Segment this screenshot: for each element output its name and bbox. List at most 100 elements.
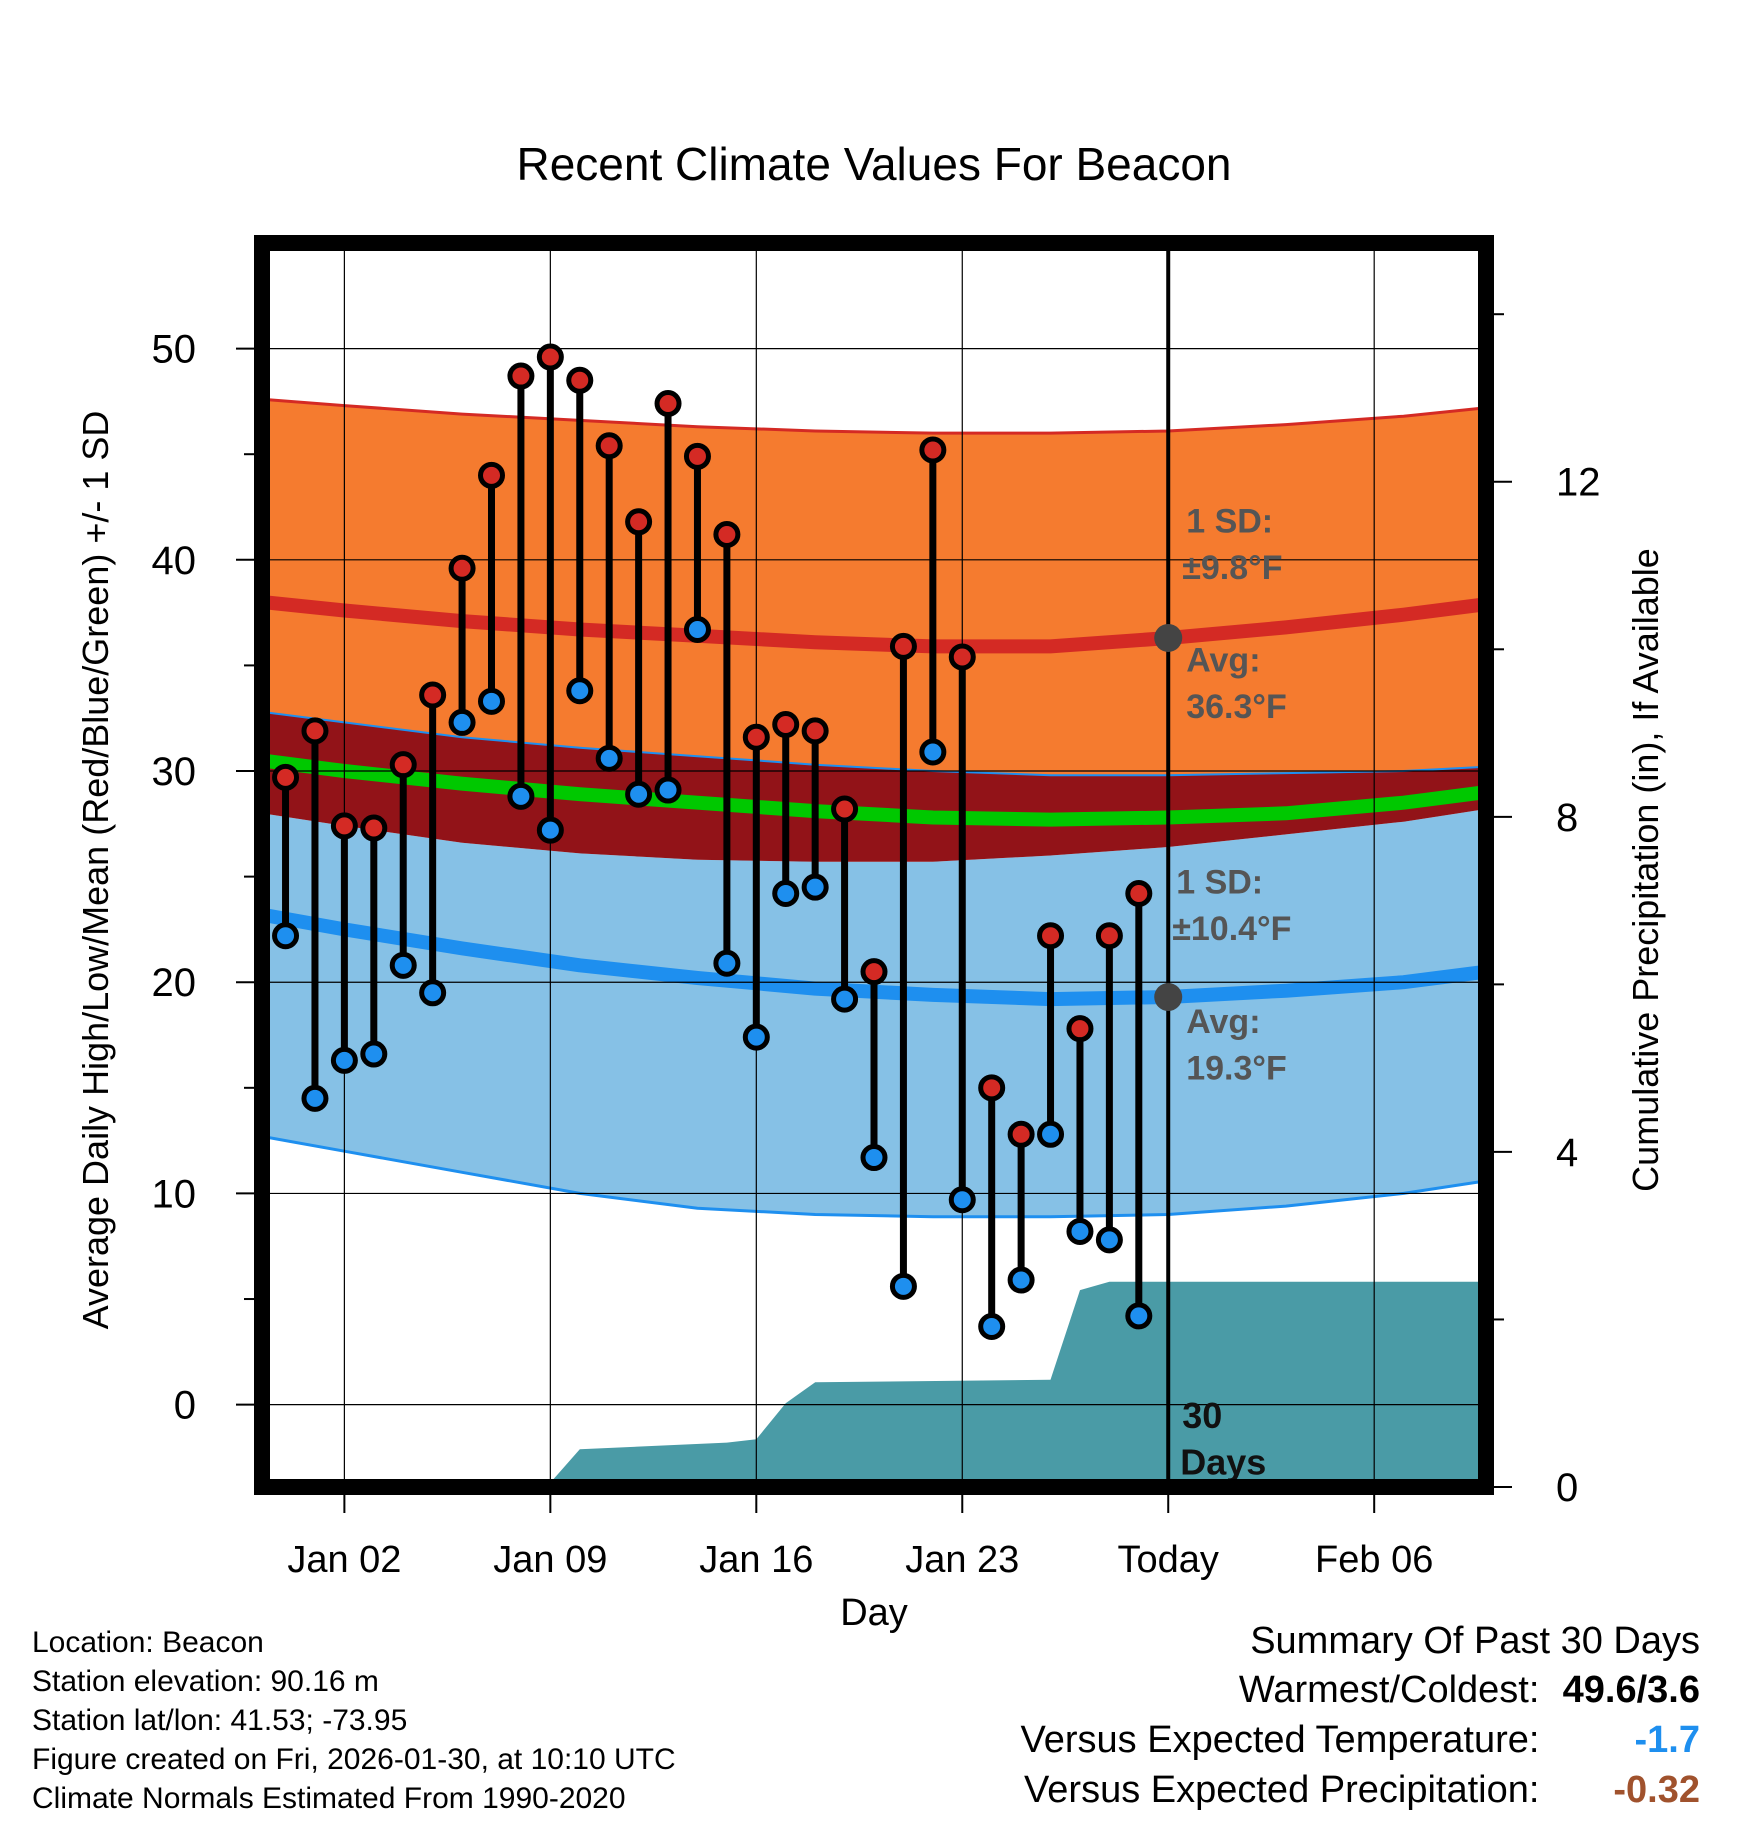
daily-low-point [1125,1302,1153,1330]
daily-low-point [860,1144,888,1172]
daily-high-point [478,461,505,489]
daily-low-point [978,1312,1006,1340]
daily-high-point [919,436,947,464]
daily-high-point [772,711,800,739]
y-tick-label: 50 [152,328,197,372]
high-avg-value: 36.3°F [1186,688,1287,726]
daily-high-point [742,723,770,751]
daily-low-point [889,1272,917,1300]
y-tick-label: 30 [152,750,197,794]
daily-low-point [330,1046,358,1074]
y-tick-label: 0 [174,1384,196,1428]
latlon-text: Station lat/lon: 41.53; -73.95 [32,1704,408,1737]
daily-high-point [448,554,476,582]
daily-high-point [360,814,388,842]
low-avg-marker [1154,983,1183,1012]
daily-low-point [742,1023,770,1051]
y2-axis-label: Cumulative Precipitation (in), If Availa… [1625,548,1666,1192]
daily-low-point [625,780,653,808]
daily-high-point [625,508,653,536]
summary-panel: Summary Of Past 30 Days Warmest/Coldest:… [1021,1620,1700,1819]
low-sd-value: ±10.4°F [1172,910,1291,948]
mean-band [262,711,1486,862]
daily-high-point [1007,1120,1035,1148]
x-tick-label: Today [1118,1539,1219,1581]
y2-tick-label: 4 [1556,1131,1578,1175]
daily-high-point [978,1074,1006,1102]
low-sd-label: 1 SD: [1176,864,1263,902]
y2-tick-label: 8 [1556,796,1578,840]
high-avg-label: Avg: [1186,642,1260,680]
high-avg-line [262,595,1486,654]
daily-high-point [654,390,682,418]
x-tick-label: Jan 02 [287,1539,401,1581]
daily-low-point [566,677,594,705]
elevation-text: Station elevation: 90.16 m [32,1665,379,1698]
temp-label: Versus Expected Temperature: [1020,1719,1540,1761]
daily-low-point [389,951,417,979]
daily-low-point [1066,1217,1094,1245]
daily-high-point [1095,922,1123,950]
warmest-label: Warmest/Coldest: [1238,1669,1540,1711]
daily-high-point [860,958,888,986]
y2-tick-label: 12 [1556,461,1601,505]
daily-high-point [801,717,829,745]
daily-high-point [595,432,623,460]
daily-low-point [713,949,741,977]
daily-low-point [536,816,564,844]
daily-high-point [889,632,917,660]
daily-high-point [1037,922,1065,950]
daily-low-point [507,782,535,810]
daily-high-point [948,643,976,671]
x-tick-label: Jan 09 [493,1539,607,1581]
daily-high-point [272,763,300,791]
daily-high-point [1066,1015,1094,1043]
daily-low-point [831,985,859,1013]
y2-tick-label: 0 [1556,1466,1578,1510]
daily-low-point [272,922,300,950]
daily-high-point [507,362,535,390]
daily-high-point [683,442,711,470]
high-upper-line [262,397,1486,435]
daily-low-point [772,880,800,908]
daily-high-point [1125,880,1153,908]
daily-low-point [948,1186,976,1214]
daily-low-point [448,708,476,736]
mean-avg-line [262,753,1486,827]
y-tick-label: 40 [152,539,197,583]
x-tick-label: Feb 06 [1315,1539,1433,1581]
daily-low-point [919,738,947,766]
daily-high-point [566,366,594,394]
warmest-row: Warmest/Coldest: 49.6/3.6 [1021,1669,1700,1719]
daily-low-point [478,687,505,715]
chart-title: Recent Climate Values For Beacon [516,138,1231,190]
high-avg-marker [1154,623,1183,652]
precip-label: Versus Expected Precipitation: [1024,1769,1540,1811]
summary-title: Summary Of Past 30 Days [1250,1620,1700,1662]
created-text: Figure created on Fri, 2026-01-30, at 10… [32,1743,676,1776]
daily-low-point [1007,1266,1035,1294]
temp-row: Versus Expected Temperature: -1.7 [1021,1719,1700,1769]
daily-low-point [301,1084,329,1112]
location-text: Location: Beacon [32,1626,264,1659]
daily-high-point [389,751,417,779]
daily-low-point [683,616,711,644]
daily-high-point [831,795,859,823]
station-info: Location: Beacon Station elevation: 90.1… [32,1623,676,1818]
days-label-text: Days [1180,1441,1266,1482]
y-axis-label: Average Daily High/Low/Mean (Red/Blue/Gr… [75,411,116,1330]
precip-value: -0.32 [1613,1769,1700,1811]
high-sd-label: 1 SD: [1186,502,1273,540]
x-tick-label: Jan 23 [905,1539,1019,1581]
temp-value: -1.7 [1634,1719,1700,1761]
daily-high-point [301,717,329,745]
warmest-value: 49.6/3.6 [1562,1669,1700,1711]
low-lower-line [262,1134,1486,1219]
daily-high-point [713,520,741,548]
x-axis-label: Day [840,1592,908,1634]
daily-low-point [419,979,447,1007]
low-avg-label: Avg: [1186,1003,1260,1041]
high-sd-value: ±9.8°F [1182,549,1282,587]
daily-low-point [1095,1226,1123,1254]
